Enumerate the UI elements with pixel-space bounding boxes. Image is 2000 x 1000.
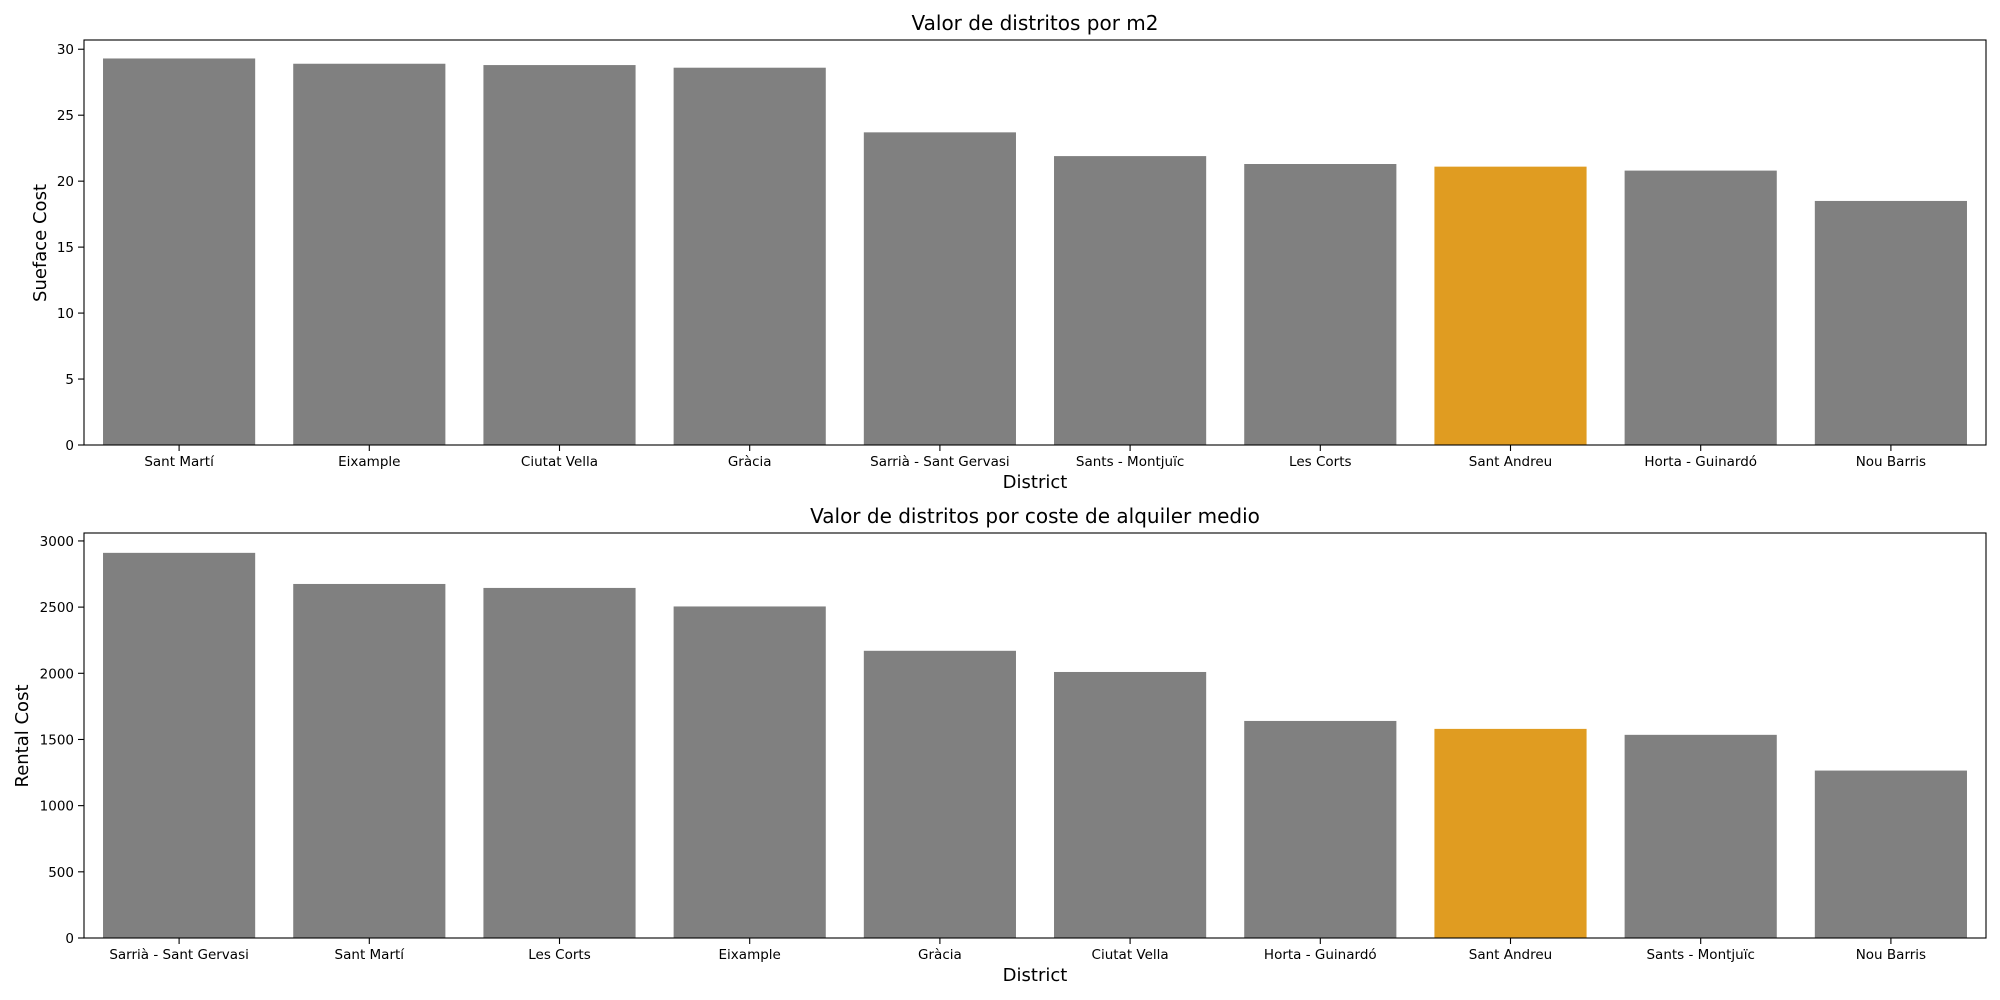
top-x-tick-label: Les Corts [1289,454,1351,470]
bottom-x-tick-label: Sarrià - Sant Gervasi [109,947,249,963]
bottom-x-tick-label: Ciutat Vella [1092,947,1169,963]
bottom-chart-frame [83,532,1987,939]
bottom-x-tick-label: Eixample [719,947,781,963]
bottom-y-tick-label: 2000 [40,666,74,682]
top-bar [1244,164,1397,445]
bottom-y-tick-label: 1000 [40,799,74,815]
bottom-chart-bars [103,552,1967,938]
top-chart-x-axis: Sant Martí Eixample Ciutat Vella Gràcia Sarr… [144,445,1926,470]
top-y-tick-label: 10 [57,306,74,322]
bottom-bar [863,650,1016,938]
top-x-tick-label: Nou Barris [1856,454,1926,470]
top-bar [1814,200,1967,445]
top-y-tick-label: 30 [57,42,74,58]
bottom-chart-y-axis: 0 500 1000 1500 2000 2500 3000 [40,534,84,947]
top-bar [103,58,256,445]
bottom-x-tick-label: Horta - Guinardó [1264,947,1377,963]
bottom-x-tick-label: Les Corts [528,947,590,963]
bottom-bar [483,587,636,938]
bottom-y-tick-label: 0 [65,931,74,947]
top-bar [1624,170,1777,445]
bottom-x-tick-label: Gràcia [918,947,962,963]
top-chart: Valor de distritos por m2 Sueface Cost D… [30,11,1987,493]
top-x-tick-label: Sant Andreu [1469,454,1552,470]
bottom-y-tick-label: 500 [48,865,74,881]
top-bar [1054,156,1207,446]
bottom-chart-title: Valor de distritos por coste de alquiler… [810,504,1260,528]
top-chart-frame [83,39,1987,446]
bottom-x-tick-label: Sant Andreu [1469,947,1552,963]
top-y-tick-label: 25 [57,108,74,124]
bottom-y-tick-label: 1500 [40,732,74,748]
top-bar [483,65,636,445]
top-y-tick-label: 20 [57,174,74,190]
top-y-tick-label: 15 [57,240,74,256]
bottom-x-tick-label: Sant Martí [335,947,406,963]
bottom-bar [1244,720,1397,938]
top-chart-bars [103,58,1967,446]
bottom-bar [1434,728,1587,938]
bottom-bar [103,552,256,938]
bottom-y-tick-label: 2500 [40,600,74,616]
bottom-bar [673,606,826,938]
top-x-tick-label: Horta - Guinardó [1644,454,1757,470]
top-x-tick-label: Eixample [338,454,400,470]
bottom-chart-x-axis: Sarrià - Sant Gervasi Sant Martí Les Corts… [109,938,1926,963]
top-chart-ylabel: Sueface Cost [30,184,51,302]
bottom-chart-ylabel: Rental Cost [12,684,33,787]
top-x-tick-label: Sants - Montjuïc [1076,454,1184,470]
bottom-chart: Valor de distritos por coste de alquiler… [12,504,1987,986]
top-bar [863,132,1016,445]
bottom-chart-xlabel: District [1003,965,1068,986]
bottom-bar [1624,734,1777,938]
top-chart-title: Valor de distritos por m2 [912,11,1159,35]
top-chart-y-axis: 0 5 10 15 20 25 30 [57,42,84,454]
top-bar [293,63,446,445]
bottom-y-tick-label: 3000 [40,534,74,550]
top-x-tick-label: Gràcia [728,454,772,470]
top-x-tick-label: Ciutat Vella [521,454,598,470]
top-y-tick-label: 0 [65,438,74,454]
top-y-tick-label: 5 [65,372,74,388]
top-chart-xlabel: District [1003,472,1068,493]
bottom-bar [1054,671,1207,938]
bottom-bar [1814,770,1967,938]
top-x-tick-label: Sarrià - Sant Gervasi [870,454,1010,470]
bottom-bar [293,583,446,938]
bottom-x-tick-label: Sants - Montjuïc [1646,947,1754,963]
top-bar [673,67,826,445]
bottom-x-tick-label: Nou Barris [1856,947,1926,963]
top-bar [1434,166,1587,445]
top-x-tick-label: Sant Martí [144,454,215,470]
